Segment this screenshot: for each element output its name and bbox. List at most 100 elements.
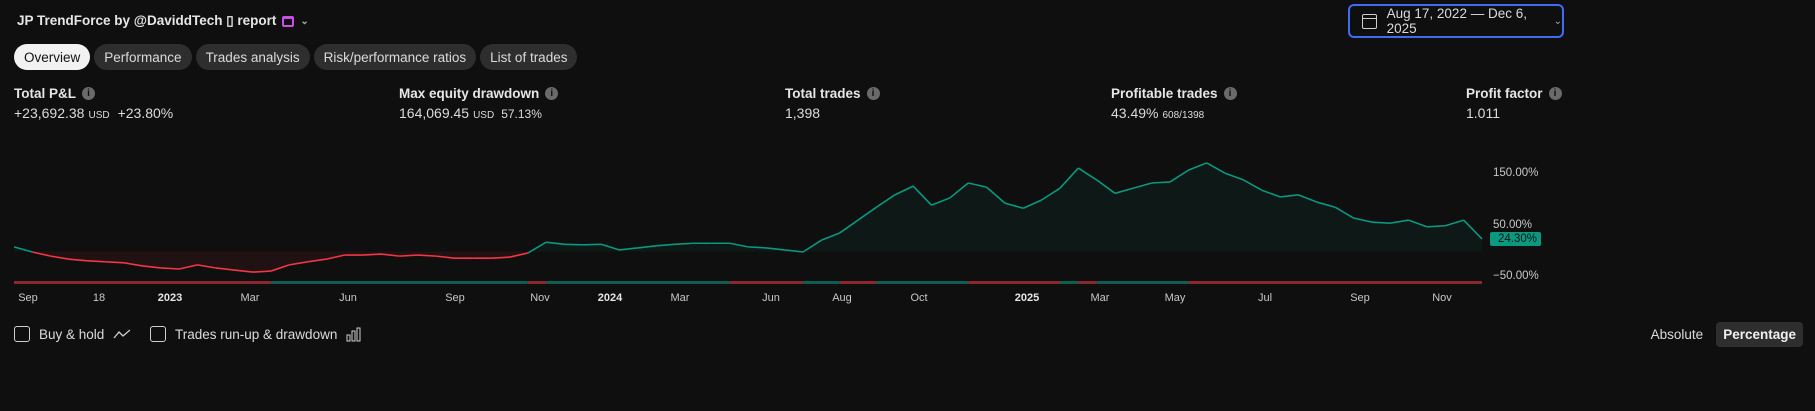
info-icon[interactable]: i (82, 87, 95, 100)
area-segment (913, 186, 932, 252)
area-segment (1243, 179, 1262, 252)
stat-unit: USD (473, 110, 495, 121)
area-segment (1225, 173, 1244, 252)
stat-profitable-trades: Profitable trades i 43.49% 608/1398 (1111, 86, 1237, 121)
area-segment (1096, 179, 1115, 252)
area-segment (986, 187, 1005, 252)
equity-line-segment (362, 253, 382, 256)
equity-line-segment (527, 241, 547, 254)
date-range-picker[interactable]: Aug 17, 2022 — Dec 6, 2025 ⌄ (1348, 4, 1564, 38)
area-segment (968, 183, 987, 252)
line-chart-icon (113, 329, 131, 339)
info-icon[interactable]: i (1548, 87, 1562, 100)
tab-risk-ratios[interactable]: Risk/performance ratios (313, 44, 477, 70)
equity-line-segment (1353, 217, 1373, 223)
buy-hold-label: Buy & hold (39, 326, 105, 342)
equity-line-segment (912, 185, 933, 206)
area-segment (179, 251, 198, 270)
area-segment (160, 251, 180, 270)
info-icon[interactable]: i (866, 87, 880, 100)
area-segment (1115, 188, 1134, 252)
equity-line-segment (289, 261, 308, 266)
equity-line-segment (325, 254, 345, 261)
x-tick: Mar (670, 292, 690, 304)
equity-line-segment (1298, 194, 1318, 203)
info-icon[interactable]: i (1223, 87, 1237, 100)
area-segment (1298, 194, 1317, 252)
area-segment (142, 251, 161, 268)
area-segment (1206, 162, 1226, 252)
info-icon[interactable]: i (545, 87, 559, 100)
trade-period-win (546, 281, 730, 284)
area-segment (858, 207, 877, 252)
percentage-button[interactable]: Percentage (1716, 322, 1803, 347)
area-segment (1408, 220, 1427, 252)
area-segment (637, 245, 657, 252)
equity-line-segment (1390, 219, 1409, 224)
tab-list-of-trades[interactable]: List of trades (480, 44, 578, 70)
equity-line-segment (747, 246, 767, 249)
equity-line-segment (1371, 221, 1391, 224)
equity-line-segment (270, 264, 290, 272)
stat-unit: USD (88, 110, 110, 121)
equity-line-segment (32, 251, 51, 257)
equity-line-segment (1133, 182, 1152, 189)
stat-value: +23,692.38 (14, 105, 85, 121)
equity-line-segment (1426, 224, 1446, 228)
area-segment (1316, 202, 1336, 252)
area-segment (894, 186, 914, 252)
tab-trades-analysis[interactable]: Trades analysis (195, 44, 310, 70)
area-segment (876, 194, 895, 252)
area-segment (289, 251, 308, 265)
bar-chart-icon (346, 327, 361, 341)
area-segment (69, 251, 88, 261)
stat-profit-factor: Profit factor i 1.011 (1466, 86, 1562, 121)
chevron-down-icon: ⌄ (300, 15, 309, 27)
equity-chart[interactable] (0, 130, 1490, 290)
absolute-button[interactable]: Absolute (1650, 327, 1704, 342)
equity-line-segment (802, 239, 822, 253)
x-tick: Nov (530, 292, 550, 304)
equity-line-segment (1041, 187, 1061, 201)
equity-line-segment (949, 182, 969, 199)
area-segment (821, 232, 840, 252)
equity-line-segment (417, 254, 437, 257)
area-segment (1188, 162, 1207, 252)
area-segment (1151, 181, 1171, 252)
stat-value: 164,069.45 (399, 105, 470, 121)
area-segment (1371, 222, 1391, 252)
equity-line-segment (546, 241, 565, 246)
checkbox[interactable] (150, 326, 166, 342)
equity-line-segment (931, 197, 951, 206)
area-segment (1004, 203, 1024, 252)
equity-line-segment (13, 246, 33, 253)
tab-overview[interactable]: Overview (14, 44, 91, 70)
area-segment (344, 251, 363, 256)
equity-line-segment (1445, 219, 1464, 227)
x-tick: Sep (1350, 292, 1370, 304)
x-tick: Jun (339, 292, 357, 304)
area-segment (87, 251, 106, 262)
report-title[interactable]: JP TrendForce by @DaviddTech ▯ report ⌄ (17, 13, 309, 29)
equity-line-segment (1059, 167, 1079, 189)
area-segment (1280, 194, 1299, 252)
buy-hold-checkbox[interactable]: Buy & hold (14, 326, 131, 342)
equity-line-segment (197, 264, 216, 269)
area-segment (14, 246, 33, 253)
x-tick: Mar (1090, 292, 1110, 304)
equity-line-segment (252, 270, 271, 273)
display-mode-toggle: Absolute Percentage (1644, 322, 1803, 347)
area-segment (582, 244, 602, 252)
stat-percent: +23.80% (117, 105, 174, 121)
checkbox[interactable] (14, 326, 30, 342)
equity-line-segment (582, 243, 602, 246)
area-segment (105, 251, 125, 263)
equity-line-segment (1169, 169, 1189, 183)
runup-drawdown-checkbox[interactable]: Trades run-up & drawdown (150, 326, 362, 342)
x-tick: Sep (445, 292, 465, 304)
equity-line-segment (68, 258, 88, 262)
area-segment (1463, 220, 1482, 252)
tab-performance[interactable]: Performance (94, 44, 192, 70)
area-segment (1261, 190, 1281, 252)
area-segment (454, 251, 473, 259)
